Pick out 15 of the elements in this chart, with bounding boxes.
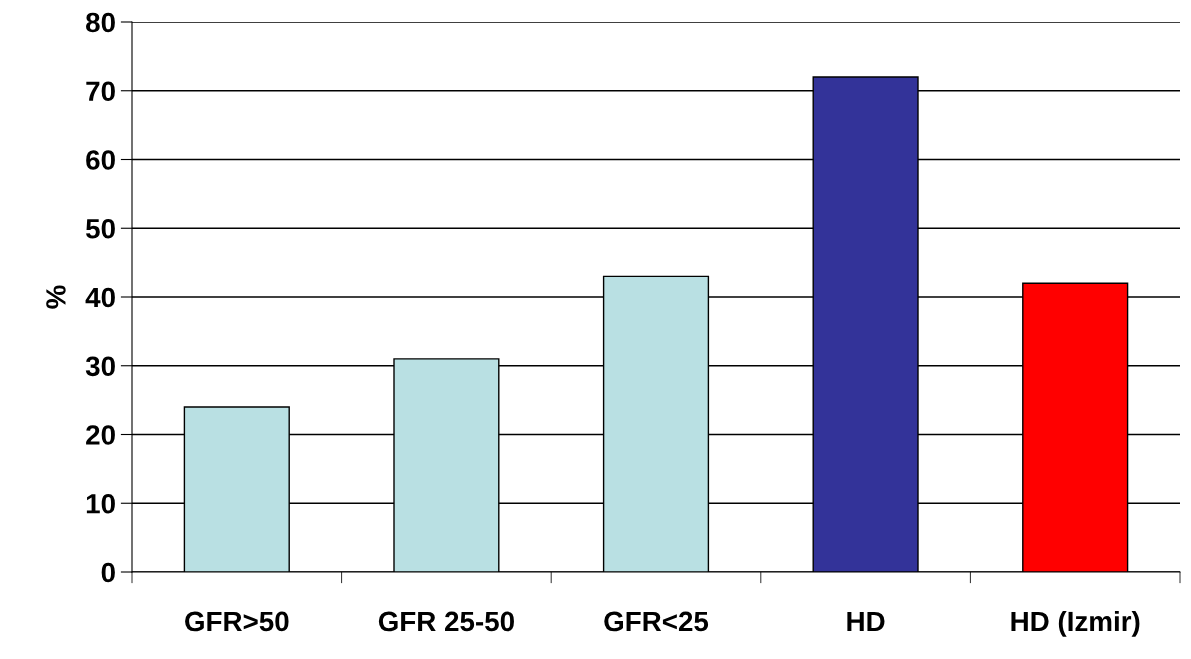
y-tick-label: 10 bbox=[86, 493, 115, 514]
y-tick-label: 30 bbox=[85, 356, 115, 377]
y-axis-title: % bbox=[46, 285, 66, 309]
y-tick-label: 80 bbox=[86, 12, 115, 33]
y-tick-label: 50 bbox=[85, 218, 115, 239]
y-tick-label: 70 bbox=[86, 81, 115, 102]
y-tick-label: 60 bbox=[86, 150, 115, 170]
y-tick-label: 40 bbox=[85, 287, 115, 308]
y-tick-label: 0 bbox=[101, 562, 115, 583]
x-tick-label: HD (Izmir) bbox=[1011, 610, 1140, 637]
x-tick-label: HD bbox=[847, 611, 885, 632]
x-tick-label: GFR 25-50 bbox=[378, 611, 514, 632]
x-tick-label: GFR>50 bbox=[185, 611, 289, 632]
x-tick-label: GFR<25 bbox=[604, 611, 709, 632]
y-tick-label: 20 bbox=[86, 425, 115, 445]
